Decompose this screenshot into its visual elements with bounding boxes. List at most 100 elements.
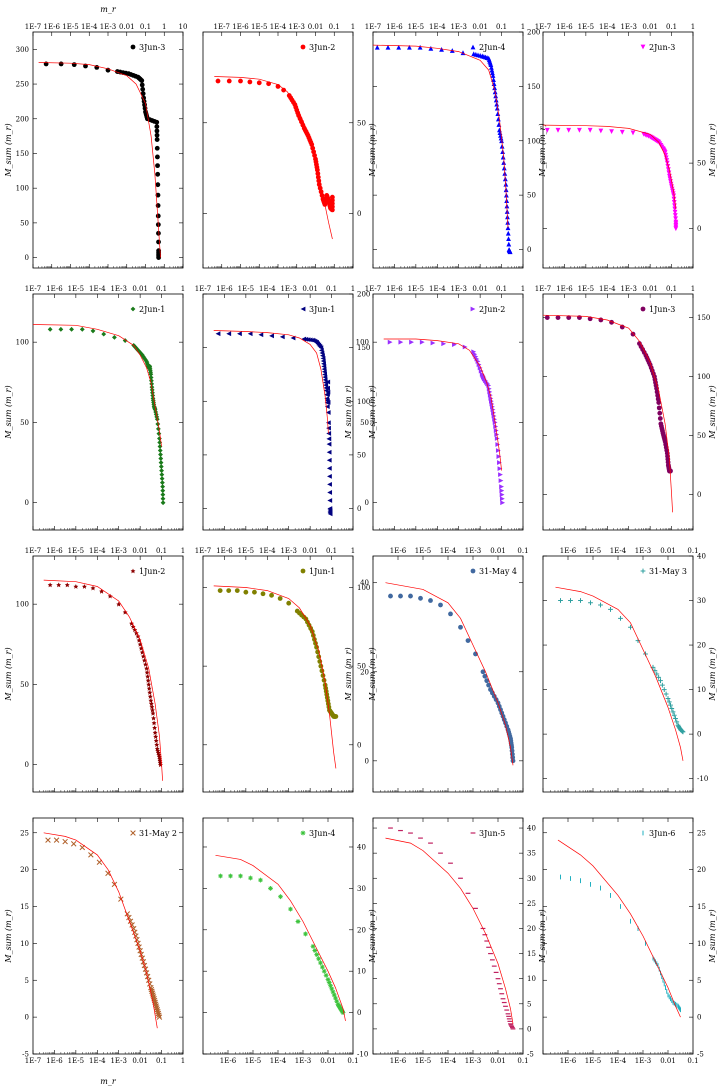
- series-1Jun-1: [217, 588, 339, 719]
- x-tick-label: 0.1: [496, 23, 507, 31]
- data-point: [498, 135, 504, 141]
- y-tick-label: 0: [365, 757, 369, 765]
- data-point: [668, 702, 673, 708]
- data-point: [146, 682, 152, 687]
- x-tick-label: 1E-5: [68, 1057, 85, 1065]
- data-point: [155, 171, 161, 177]
- x-tick-label: 0.1: [156, 285, 167, 293]
- fit-line: [383, 338, 502, 471]
- data-point: [608, 607, 613, 612]
- data-point: [325, 385, 331, 391]
- x-tick-label: 1E-5: [415, 547, 432, 555]
- x-tick-label: 0.1: [687, 547, 698, 555]
- data-point: [96, 859, 103, 866]
- x-tick-label: 1E-4: [89, 1057, 106, 1065]
- data-point: [154, 119, 160, 125]
- data-point: [558, 598, 563, 603]
- data-point: [157, 754, 162, 760]
- x-tick-label: 1E-6: [556, 23, 573, 31]
- data-point: [139, 82, 145, 88]
- data-point: [160, 488, 166, 494]
- panel-frame: [32, 555, 184, 793]
- x-tick-label: 1E-5: [408, 23, 425, 31]
- legend-label: 1Jun-2: [139, 567, 165, 576]
- y-tick-label: 5: [25, 977, 29, 985]
- data-point: [148, 701, 154, 707]
- data-point: [498, 472, 503, 478]
- fit-line: [38, 62, 161, 258]
- data-point: [321, 968, 327, 974]
- y-tick-label: 0: [357, 505, 361, 513]
- data-point: [155, 154, 160, 160]
- x-tick-label: 1E-7: [25, 547, 42, 555]
- data-point: [588, 600, 593, 606]
- panel-frame: [202, 293, 354, 531]
- fit-line: [214, 76, 333, 240]
- data-point: [325, 420, 331, 426]
- y-tick-label: 150: [697, 314, 710, 322]
- data-point: [500, 154, 506, 160]
- data-point: [577, 127, 582, 133]
- legend-marker: [130, 44, 136, 50]
- x-tick-label: 1E-4: [89, 285, 106, 293]
- data-point: [145, 678, 151, 683]
- x-tick-label: 1E-4: [89, 547, 106, 555]
- x-tick-label: 1E-4: [429, 23, 446, 31]
- data-point: [238, 78, 243, 84]
- data-point: [269, 592, 274, 598]
- data-point: [438, 602, 443, 608]
- data-point: [56, 582, 62, 588]
- data-point: [243, 589, 249, 595]
- x-tick-label: 1E-7: [25, 23, 42, 31]
- x-tick-label: 1E-3: [450, 23, 467, 31]
- data-point: [680, 729, 686, 735]
- x-tick-label: 0.01: [472, 23, 488, 31]
- data-point: [663, 691, 669, 697]
- x-tick-label: 1E-5: [415, 1057, 432, 1065]
- legend-label: 3Jun-1: [309, 305, 335, 314]
- data-point: [329, 986, 335, 992]
- data-point: [407, 44, 412, 50]
- data-point: [398, 593, 403, 599]
- y-tick-label: 0: [357, 210, 361, 218]
- data-point: [238, 873, 243, 879]
- data-point: [385, 44, 391, 50]
- y-tick-label: 50: [20, 681, 29, 689]
- data-point: [146, 686, 152, 691]
- series-3Jun-5: [388, 827, 516, 1030]
- data-point: [671, 196, 677, 202]
- data-point: [88, 852, 94, 858]
- data-point: [578, 598, 583, 603]
- data-point: [325, 379, 331, 385]
- data-point: [495, 448, 501, 453]
- data-point: [79, 326, 85, 332]
- y-tick-label: 5: [697, 977, 701, 985]
- data-point: [156, 255, 162, 260]
- data-point: [47, 582, 53, 588]
- y-axis-label: M_sum (m_r): [4, 647, 13, 701]
- panel-frame: [202, 817, 354, 1055]
- x-tick-label: 10: [179, 23, 188, 31]
- x-tick-label: 1: [351, 547, 355, 555]
- bottom-xlabel: m_r: [100, 1077, 117, 1086]
- data-point: [62, 838, 68, 845]
- data-point: [495, 111, 501, 116]
- panel-frame: [32, 817, 184, 1055]
- data-point: [489, 67, 495, 73]
- data-point: [661, 687, 667, 692]
- data-point: [499, 484, 504, 490]
- data-point: [495, 442, 501, 447]
- y-tick-label: 0: [365, 499, 369, 507]
- data-point: [160, 484, 166, 490]
- panel-1: 1E-7 1E-6 1E-5 1E-4 1E-3 0.01 0.1 1 100501001502…: [4, 23, 188, 269]
- data-point: [496, 454, 502, 459]
- data-point: [155, 203, 161, 208]
- x-tick-label: 0.1: [140, 23, 151, 31]
- data-point: [58, 326, 64, 332]
- fit-line: [543, 314, 673, 513]
- panel-frame: [202, 555, 354, 793]
- panel-12: 1E-6 1E-5 1E-4 1E-3 0.01 0.1 -10 0 10 20 30 40 M_sum…: [542, 547, 717, 793]
- x-tick-label: 1E-3: [288, 23, 305, 31]
- data-point: [124, 911, 131, 917]
- data-point: [153, 734, 159, 740]
